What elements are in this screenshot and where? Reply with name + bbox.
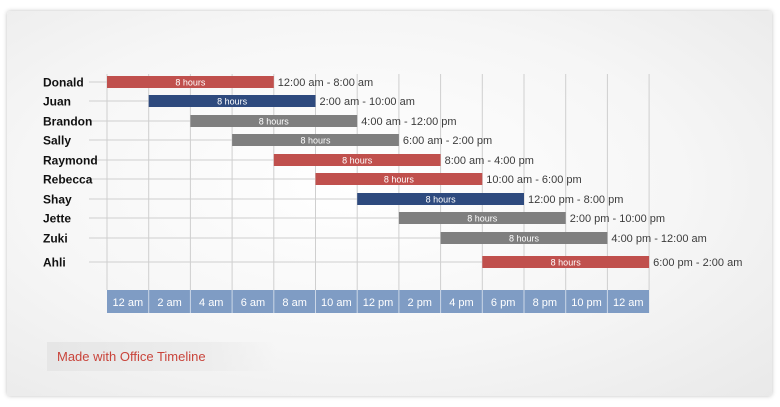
task-bar [440,232,608,244]
axis-tick-label: 12 pm [363,297,394,309]
axis-tick-label: 6 pm [491,297,515,309]
task-bar [232,134,399,146]
watermark-text: Made with Office Timeline [57,349,206,364]
task-name-label: Zuki [43,232,68,246]
task-duration-label: 8 hours [426,195,457,205]
task-name-label: Sally [43,134,71,148]
task-range-label: 6:00 pm - 2:00 am [653,257,742,269]
task-range-label: 4:00 pm - 12:00 am [611,233,706,245]
task-name-label: Brandon [43,115,92,129]
axis-tick-label: 6 am [241,297,265,309]
task-bar [107,76,274,88]
task-bar [190,115,358,127]
task-duration-label: 8 hours [509,234,540,244]
task-bar [148,95,316,107]
task-bar [273,154,441,166]
time-axis-band [107,290,650,313]
task-name-label: Jette [43,212,71,226]
task-duration-label: 8 hours [300,136,331,146]
task-name-label: Ahli [43,256,66,270]
task-bar [398,212,566,224]
task-bar [315,173,483,185]
task-bar [357,193,524,205]
task-duration-label: 8 hours [384,175,415,185]
task-duration-label: 8 hours [342,156,373,166]
task-range-label: 2:00 am - 10:00 am [320,96,415,108]
task-name-label: Shay [43,193,72,207]
task-name-label: Rebecca [43,173,93,187]
axis-tick-label: 10 pm [571,297,602,309]
task-range-label: 12:00 am - 8:00 am [278,77,373,89]
task-duration-label: 8 hours [175,78,206,88]
task-range-label: 6:00 am - 2:00 pm [403,135,492,147]
axis-tick-label: 4 am [199,297,223,309]
task-range-label: 8:00 am - 4:00 pm [445,155,534,167]
task-duration-label: 8 hours [467,214,498,224]
task-duration-label: 8 hours [217,97,248,107]
chart-card: 12 am 2 am 4 am 6 am 8 am 10 am 12 pm 2 pm 4 pm 6… [7,11,772,396]
axis-tick-label: 2 pm [408,297,432,309]
task-duration-label: 8 hours [259,117,290,127]
axis-tick-label: 4 pm [449,297,473,309]
axis-tick-label: 12 am [613,297,644,309]
axis-tick-label: 10 am [321,297,352,309]
task-name-label: Raymond [43,154,98,168]
task-name-label: Donald [43,76,84,90]
axis-tick-label: 8 pm [533,297,557,309]
axis-tick-label: 12 am [113,297,144,309]
task-range-label: 4:00 am - 12:00 pm [361,116,456,128]
task-range-label: 12:00 pm - 8:00 pm [528,194,623,206]
task-name-label: Juan [43,95,71,109]
task-range-label: 2:00 pm - 10:00 pm [570,213,665,225]
axis-tick-label: 2 am [157,297,181,309]
task-bar [482,256,650,268]
watermark-banner: Made with Office Timeline [47,342,277,371]
task-range-label: 10:00 am - 6:00 pm [486,174,581,186]
gantt-chart: 12 am 2 am 4 am 6 am 8 am 10 am 12 pm 2 pm 4 pm 6… [43,74,742,313]
axis-tick-label: 8 am [282,297,306,309]
task-duration-label: 8 hours [551,258,582,268]
